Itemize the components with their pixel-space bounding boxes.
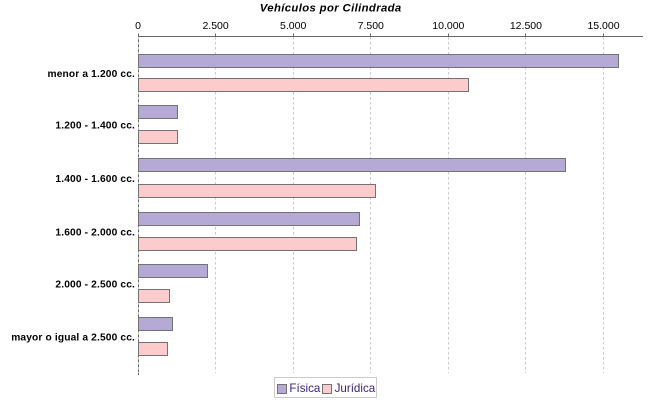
svg-text:Vehículos por Cilindrada: Vehículos por Cilindrada xyxy=(260,2,402,14)
svg-text:mayor o igual a 2.500 cc.: mayor o igual a 2.500 cc. xyxy=(11,332,135,343)
svg-text:2.500: 2.500 xyxy=(202,20,228,32)
svg-text:2.000 - 2.500 cc.: 2.000 - 2.500 cc. xyxy=(55,279,135,290)
svg-text:Jurídica: Jurídica xyxy=(335,382,376,395)
svg-text:1.200 - 1.400 cc.: 1.200 - 1.400 cc. xyxy=(55,120,135,131)
svg-text:7.500: 7.500 xyxy=(358,20,384,32)
svg-text:15.000: 15.000 xyxy=(587,20,619,32)
svg-text:12.500: 12.500 xyxy=(510,20,542,32)
svg-text:menor a 1.200 cc.: menor a 1.200 cc. xyxy=(48,69,136,80)
svg-text:0: 0 xyxy=(135,20,141,32)
svg-text:10.000: 10.000 xyxy=(432,20,464,32)
svg-text:1.400 - 1.600 cc.: 1.400 - 1.600 cc. xyxy=(55,174,135,185)
svg-text:5.000: 5.000 xyxy=(280,20,306,32)
svg-text:Física: Física xyxy=(289,382,320,395)
svg-text:1.600 - 2.000 cc.: 1.600 - 2.000 cc. xyxy=(55,227,135,238)
